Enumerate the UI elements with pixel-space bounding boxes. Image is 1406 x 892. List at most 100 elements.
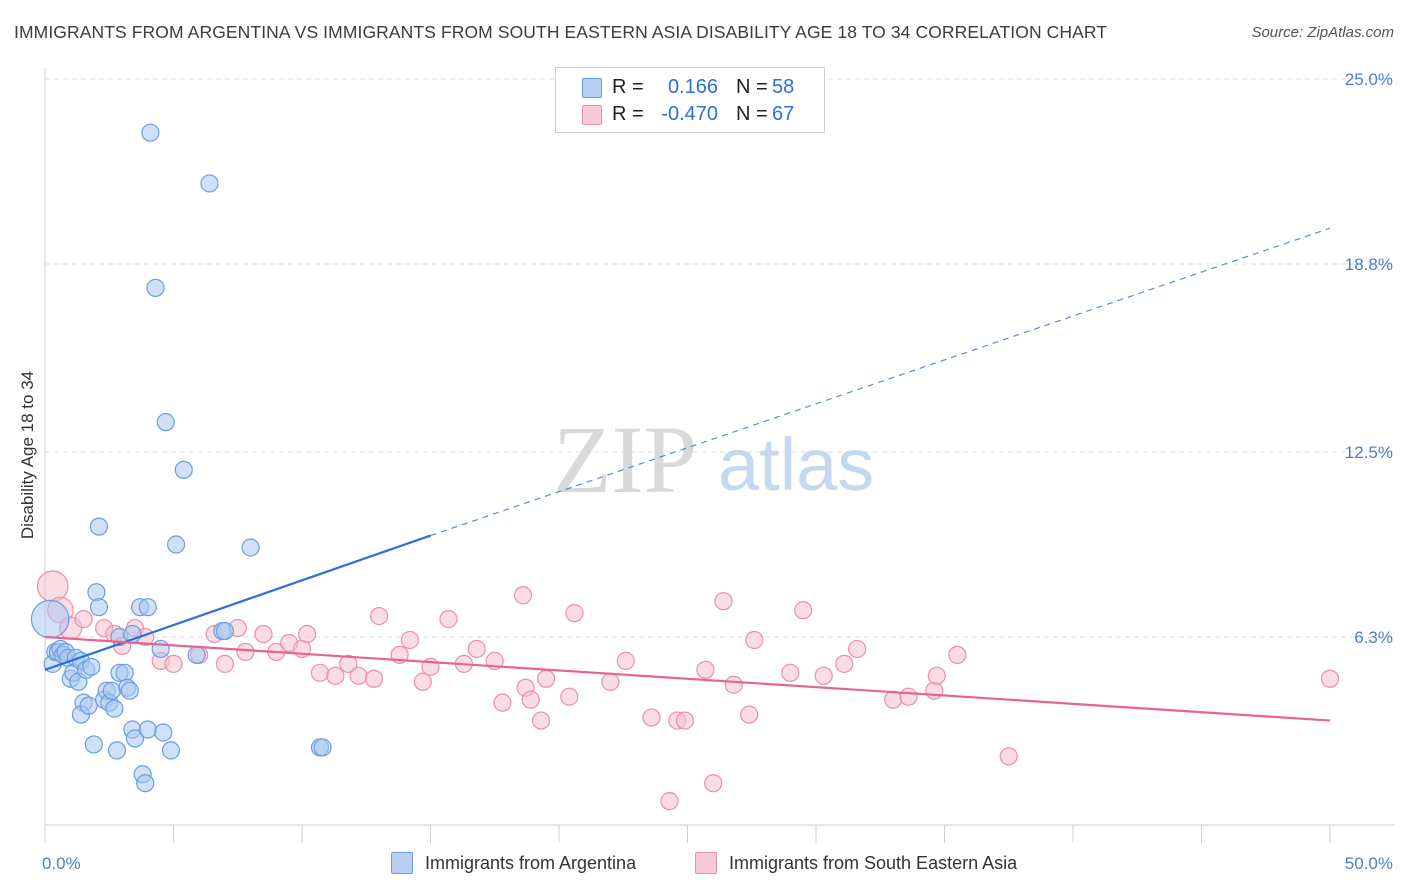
point-argentina xyxy=(156,413,175,432)
legend-n-label: N = xyxy=(736,102,768,125)
point-argentina xyxy=(115,663,134,682)
point-argentina xyxy=(187,645,206,665)
point-argentina xyxy=(313,738,332,757)
point-south-eastern-asia xyxy=(513,586,533,605)
point-argentina xyxy=(154,723,173,742)
point-south-eastern-asia xyxy=(565,604,584,623)
point-argentina xyxy=(136,774,155,793)
point-south-eastern-asia xyxy=(521,690,540,709)
point-argentina xyxy=(102,681,121,700)
point-argentina xyxy=(82,657,101,676)
y-tick-label: 6.3% xyxy=(1354,628,1393,647)
point-south-eastern-asia xyxy=(326,666,345,685)
point-argentina xyxy=(89,517,109,536)
point-south-eastern-asia xyxy=(899,687,918,706)
point-south-eastern-asia xyxy=(36,570,69,603)
source-credit: Source: ZipAtlas.com xyxy=(1251,24,1394,41)
trend-line-extension xyxy=(430,227,1331,537)
legend-item-south-eastern-asia: Immigrants from South Eastern Asia xyxy=(695,852,1017,874)
legend-row-south-eastern-asia: R = -0.470 N = 67 xyxy=(556,100,824,128)
point-argentina xyxy=(200,174,219,193)
point-south-eastern-asia xyxy=(883,690,903,709)
point-south-eastern-asia xyxy=(925,681,944,700)
point-south-eastern-asia xyxy=(999,747,1018,766)
series-argentina-points xyxy=(30,123,332,793)
point-argentina xyxy=(30,599,70,639)
legend-swatch-pink xyxy=(582,105,602,125)
y-tick-label: 18.8% xyxy=(1345,255,1393,274)
point-argentina xyxy=(146,278,165,297)
point-south-eastern-asia xyxy=(745,630,764,650)
watermark-atlas: atlas xyxy=(718,423,874,506)
point-south-eastern-asia xyxy=(724,675,743,694)
point-argentina xyxy=(138,720,157,739)
legend-n-value: 67 xyxy=(772,102,795,125)
trend-lines xyxy=(44,227,1331,722)
point-argentina xyxy=(105,699,124,718)
legend-row-argentina: R = 0.166 N = 58 xyxy=(556,73,824,101)
point-south-eastern-asia xyxy=(400,630,420,650)
point-south-eastern-asia xyxy=(927,666,946,685)
legend-r-label: R = xyxy=(612,102,644,125)
legend-r-label: R = xyxy=(612,75,644,98)
point-south-eastern-asia xyxy=(339,654,358,673)
point-south-eastern-asia xyxy=(835,654,854,673)
x-tick-labels: 0.0% 50.0% xyxy=(42,854,1393,873)
point-argentina xyxy=(141,123,160,142)
point-south-eastern-asia xyxy=(1320,669,1340,688)
point-argentina xyxy=(125,729,145,748)
point-south-eastern-asia xyxy=(660,792,679,811)
point-argentina xyxy=(161,741,181,760)
point-south-eastern-asia xyxy=(704,774,723,793)
point-south-eastern-asia xyxy=(413,672,432,691)
point-south-eastern-asia xyxy=(560,687,579,706)
point-south-eastern-asia xyxy=(642,708,661,727)
correlation-legend: R = 0.166 N = 58 R = -0.470 N = 67 xyxy=(555,67,825,133)
legend-swatch-blue xyxy=(391,852,413,874)
legend-label-argentina: Immigrants from Argentina xyxy=(425,852,637,873)
y-tick-label: 25.0% xyxy=(1345,70,1393,89)
watermark: ZIP atlas xyxy=(553,406,874,513)
point-south-eastern-asia xyxy=(740,705,759,724)
point-argentina xyxy=(120,681,139,700)
series-south-eastern-asia-points xyxy=(36,570,1340,811)
y-axis-label: Disability Age 18 to 34 xyxy=(18,371,37,539)
point-south-eastern-asia xyxy=(364,669,384,688)
point-south-eastern-asia xyxy=(236,642,255,662)
point-south-eastern-asia xyxy=(439,610,458,629)
point-argentina xyxy=(138,598,157,617)
legend-r-value: -0.470 xyxy=(661,102,718,125)
point-argentina xyxy=(174,460,193,480)
legend-label-south-eastern-asia: Immigrants from South Eastern Asia xyxy=(729,852,1018,873)
trend-line xyxy=(44,635,1331,722)
point-south-eastern-asia xyxy=(601,672,620,691)
legend-swatch-blue xyxy=(582,78,602,98)
point-south-eastern-asia xyxy=(848,639,867,659)
point-south-eastern-asia xyxy=(616,651,635,670)
y-tick-label: 12.5% xyxy=(1345,443,1393,462)
point-south-eastern-asia xyxy=(675,711,695,730)
point-south-eastern-asia xyxy=(370,607,389,626)
point-south-eastern-asia xyxy=(794,601,813,620)
legend-n-label: N = xyxy=(736,75,768,98)
legend-swatch-pink xyxy=(695,852,717,874)
point-south-eastern-asia xyxy=(714,592,733,611)
point-south-eastern-asia xyxy=(467,639,486,659)
point-argentina xyxy=(107,741,127,760)
point-argentina xyxy=(241,538,260,557)
point-argentina xyxy=(151,639,170,659)
x-tick-label: 0.0% xyxy=(42,854,81,873)
point-south-eastern-asia xyxy=(781,663,800,682)
legend-r-value: 0.166 xyxy=(667,75,718,98)
point-south-eastern-asia xyxy=(537,669,556,688)
point-south-eastern-asia xyxy=(310,663,330,682)
x-tick-label: 50.0% xyxy=(1345,854,1393,873)
watermark-zip: ZIP xyxy=(553,406,697,513)
point-south-eastern-asia xyxy=(164,654,183,673)
point-south-eastern-asia xyxy=(814,666,833,685)
point-argentina xyxy=(84,735,103,754)
series-legend: Immigrants from Argentina Immigrants fro… xyxy=(0,852,1406,876)
point-south-eastern-asia xyxy=(254,624,273,644)
legend-item-argentina: Immigrants from Argentina xyxy=(391,852,636,874)
